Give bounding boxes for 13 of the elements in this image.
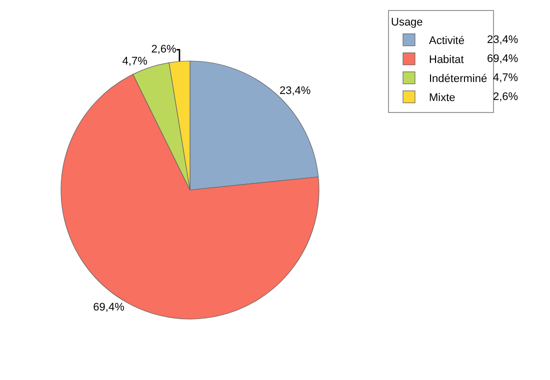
legend-label: Habitat xyxy=(429,54,464,66)
legend-label: Activité xyxy=(429,35,464,48)
text: 69,4% xyxy=(487,53,518,65)
data-label: 23,4% xyxy=(279,84,311,97)
data-label: 69,4% xyxy=(93,301,125,314)
text: 23,4% xyxy=(487,34,518,46)
legend-title: Usage xyxy=(391,16,423,28)
text: 4,7% xyxy=(493,72,518,84)
legend-label: Mixte xyxy=(429,92,456,104)
data-label: 4,7% xyxy=(122,56,148,68)
text: 2,6% xyxy=(493,91,518,103)
legend-label: Indéterminé xyxy=(429,73,488,86)
data-label: 2,6% xyxy=(151,44,176,56)
